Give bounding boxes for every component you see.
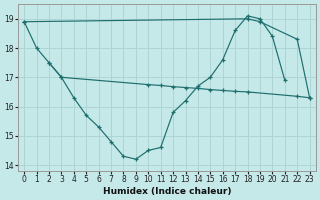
X-axis label: Humidex (Indice chaleur): Humidex (Indice chaleur) (103, 187, 231, 196)
